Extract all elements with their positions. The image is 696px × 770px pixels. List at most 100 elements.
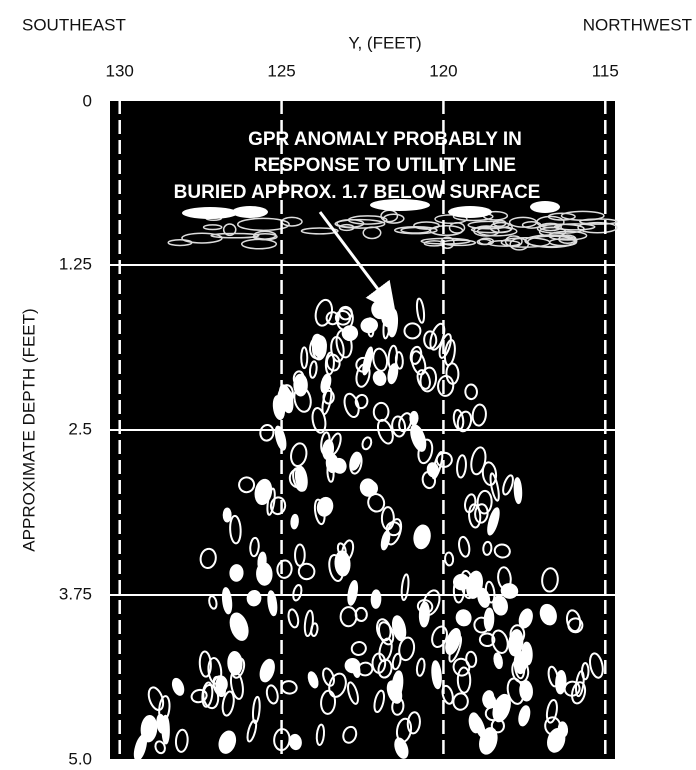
reflection	[416, 599, 434, 614]
reflection	[246, 719, 258, 743]
reflection	[492, 693, 511, 723]
reflection	[467, 220, 510, 230]
reflection	[421, 470, 437, 490]
reflection	[370, 589, 382, 609]
reflection	[276, 559, 293, 579]
reflection	[236, 217, 290, 232]
reflection	[464, 493, 477, 514]
reflection	[465, 650, 478, 668]
reflection	[497, 566, 512, 591]
reflection	[328, 432, 342, 456]
reflection	[571, 681, 587, 705]
reflection	[492, 595, 508, 616]
reflection	[476, 489, 493, 515]
reflection	[455, 609, 472, 627]
reflection	[249, 536, 260, 558]
reflection	[222, 507, 232, 523]
reflection	[259, 658, 275, 683]
reflection	[156, 713, 167, 734]
reflection	[221, 690, 235, 717]
reflection	[372, 370, 387, 386]
reflection	[530, 201, 560, 213]
reflection	[489, 472, 500, 502]
reflection	[541, 567, 559, 593]
reflection	[350, 641, 367, 656]
reflection	[322, 667, 335, 687]
reflection	[487, 507, 500, 536]
reflection	[344, 658, 361, 674]
reflection	[314, 298, 333, 327]
reflection	[147, 686, 165, 712]
reflection	[400, 573, 410, 602]
reflection	[518, 705, 531, 727]
reflection	[415, 657, 426, 677]
reflection	[443, 339, 456, 367]
y-tick-label: 0	[83, 91, 92, 110]
reflection	[300, 346, 309, 370]
reflection	[208, 595, 218, 610]
reflections	[133, 199, 618, 762]
reflection	[140, 714, 158, 743]
reflection	[419, 366, 438, 393]
reflection	[539, 603, 557, 626]
reflection	[589, 652, 604, 679]
reflection	[508, 629, 524, 657]
reflection	[413, 524, 431, 550]
reflection	[288, 733, 302, 751]
reflection	[478, 632, 496, 647]
reflection	[519, 680, 533, 702]
reflection	[292, 584, 303, 602]
reflection	[229, 612, 249, 641]
reflection	[545, 698, 558, 724]
reflection	[343, 392, 360, 419]
reflection	[524, 234, 578, 248]
reflection	[476, 238, 492, 246]
reflection	[409, 410, 419, 426]
reflection	[171, 677, 185, 696]
reflection	[372, 401, 390, 422]
reflection	[547, 728, 566, 753]
reflection	[500, 236, 551, 248]
reflection	[441, 684, 454, 705]
reflection	[202, 224, 223, 231]
reflection	[452, 692, 469, 711]
reflection	[417, 438, 434, 465]
reflection	[274, 425, 287, 451]
reflection	[370, 199, 430, 211]
reflection	[347, 215, 388, 225]
reflection	[293, 386, 312, 413]
reflection	[456, 666, 472, 694]
reflection	[555, 669, 567, 695]
reflection	[518, 608, 533, 629]
reflection	[309, 334, 327, 360]
reflection	[202, 683, 220, 710]
reflection	[440, 236, 455, 250]
x-tick-label: 125	[267, 61, 295, 80]
reflection	[325, 453, 339, 474]
reflection	[391, 415, 407, 438]
reflection	[415, 297, 426, 324]
reflection	[513, 477, 523, 505]
reflection	[456, 410, 473, 433]
reflection	[342, 725, 358, 744]
reflection	[377, 658, 393, 679]
reflection	[322, 389, 335, 405]
reflection	[502, 474, 514, 496]
reflection	[266, 487, 276, 516]
reflection	[539, 222, 562, 232]
reflection	[210, 232, 260, 239]
reflection	[174, 728, 189, 753]
reflection	[256, 562, 273, 586]
reflection	[456, 454, 467, 479]
reflection	[362, 226, 382, 240]
reflection	[267, 590, 278, 617]
reflection	[361, 480, 379, 497]
reflection	[479, 727, 498, 755]
reflection	[380, 506, 395, 531]
reflection	[398, 636, 416, 662]
reflection	[448, 222, 466, 234]
reflection	[294, 543, 306, 567]
reflection	[420, 237, 471, 245]
x-tick-label: 120	[429, 61, 457, 80]
